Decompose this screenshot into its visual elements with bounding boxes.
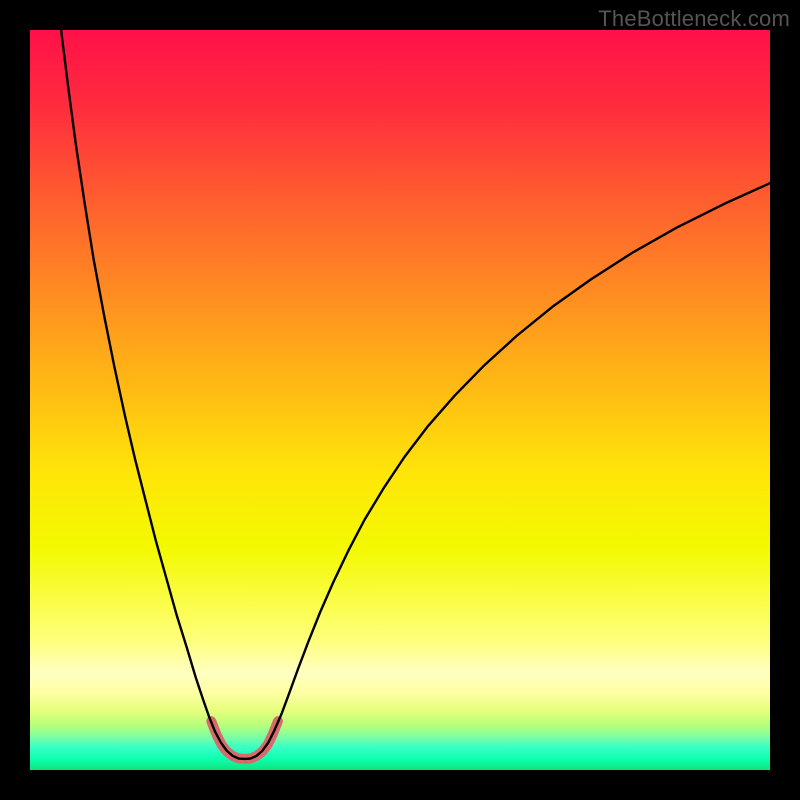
gradient-background bbox=[30, 30, 770, 770]
plot-svg bbox=[30, 30, 770, 770]
watermark-text: TheBottleneck.com bbox=[598, 6, 790, 32]
chart-frame: TheBottleneck.com bbox=[0, 0, 800, 800]
plot-area bbox=[30, 30, 770, 770]
